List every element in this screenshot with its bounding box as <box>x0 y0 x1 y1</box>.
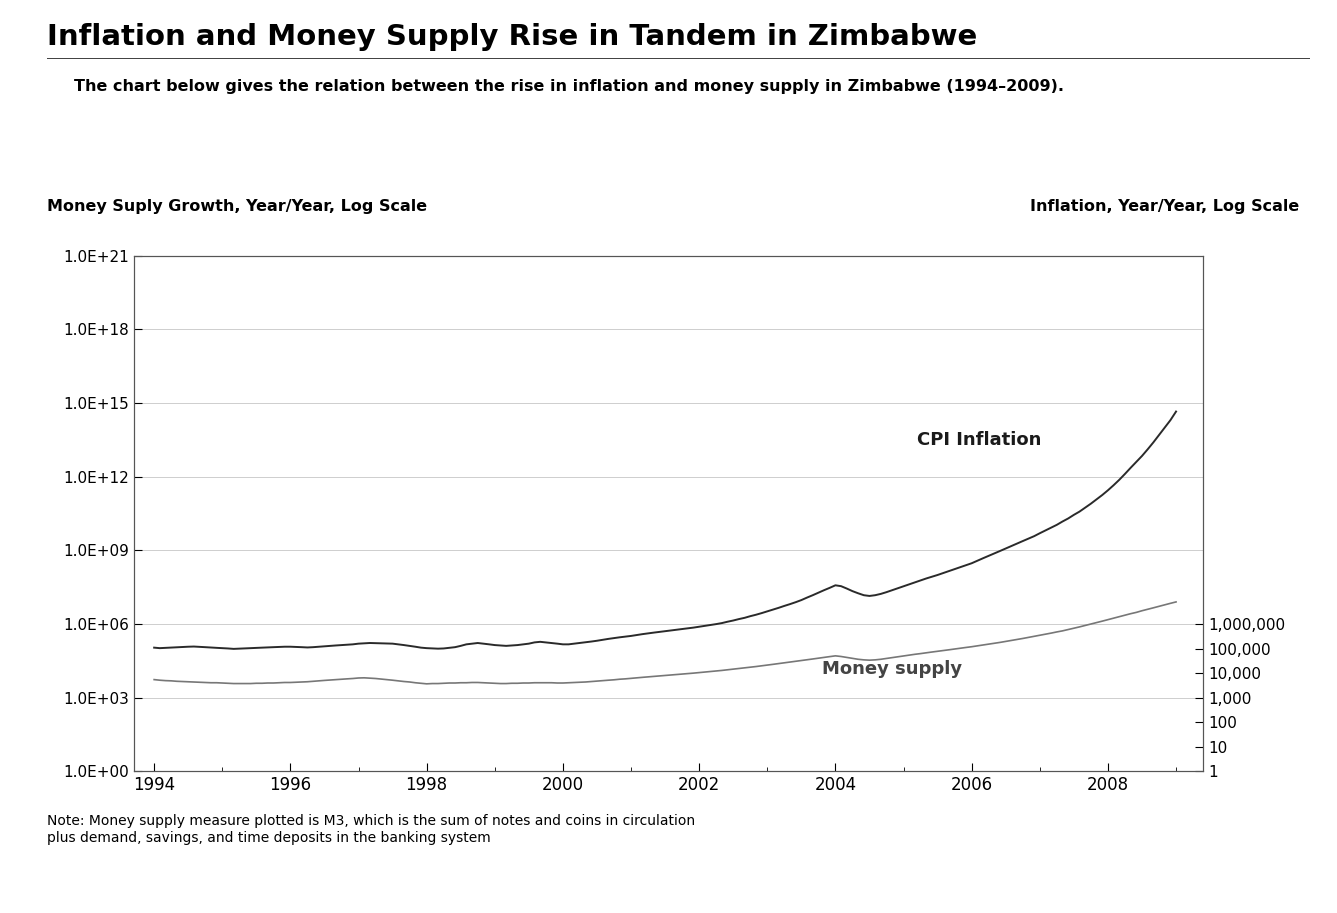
Text: Inflation and Money Supply Rise in Tandem in Zimbabwe: Inflation and Money Supply Rise in Tande… <box>47 23 977 51</box>
Text: CPI Inflation: CPI Inflation <box>917 432 1042 449</box>
Text: Money Suply Growth, Year/Year, Log Scale: Money Suply Growth, Year/Year, Log Scale <box>47 199 427 214</box>
Text: Inflation, Year/Year, Log Scale: Inflation, Year/Year, Log Scale <box>1031 199 1300 214</box>
Text: Note: Money supply measure plotted is M3, which is the sum of notes and coins in: Note: Money supply measure plotted is M3… <box>47 814 695 845</box>
Text: The chart below gives the relation between the rise in inflation and money suppl: The chart below gives the relation betwe… <box>74 79 1063 94</box>
Text: Money supply: Money supply <box>822 660 961 678</box>
